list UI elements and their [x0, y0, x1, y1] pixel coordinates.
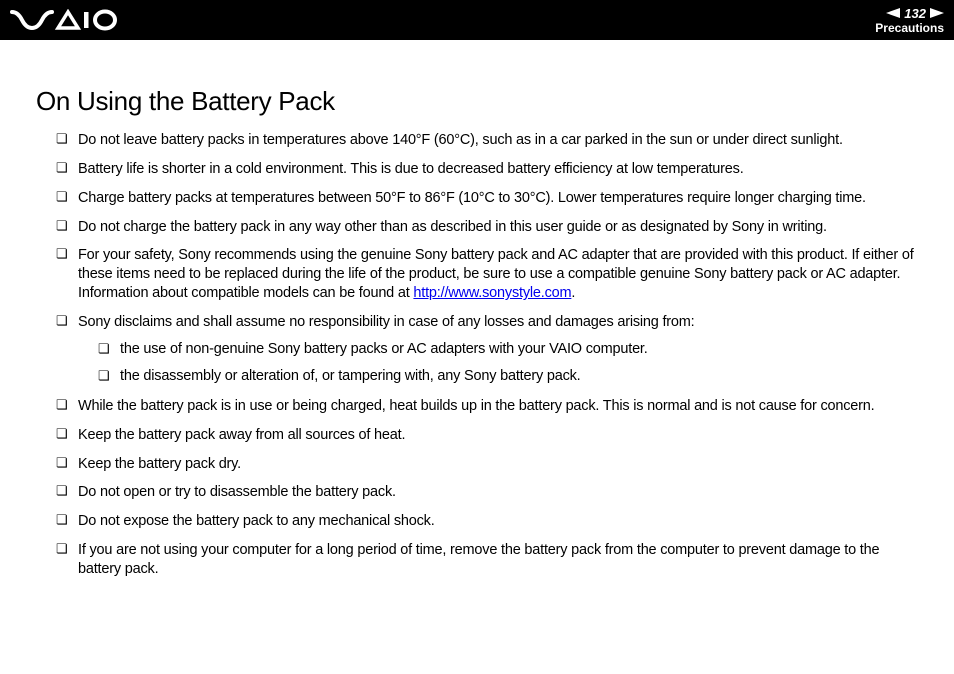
list-item: If you are not using your computer for a… — [56, 541, 918, 579]
list-item: Charge battery packs at temperatures bet… — [56, 189, 918, 208]
list-item: Keep the battery pack dry. — [56, 455, 918, 474]
item-text-post: . — [571, 285, 575, 301]
sonystyle-link[interactable]: http://www.sonystyle.com — [413, 285, 571, 301]
page-number: 132 — [904, 6, 926, 21]
list-item: Sony disclaims and shall assume no respo… — [56, 313, 918, 387]
header-bar: 132 Precautions — [0, 0, 954, 40]
sub-list-item: the disassembly or alteration of, or tam… — [98, 367, 918, 387]
content: On Using the Battery Pack Do not leave b… — [0, 40, 954, 609]
page-title: On Using the Battery Pack — [36, 86, 918, 117]
list-item: While the battery pack is in use or bein… — [56, 397, 918, 416]
list-item: Do not expose the battery pack to any me… — [56, 512, 918, 531]
list-item: Keep the battery pack away from all sour… — [56, 426, 918, 445]
list-item: Do not leave battery packs in temperatur… — [56, 131, 918, 150]
prev-page-icon[interactable] — [886, 8, 900, 18]
list-item: Battery life is shorter in a cold enviro… — [56, 160, 918, 179]
list-item: Do not open or try to disassemble the ba… — [56, 483, 918, 502]
sub-list: the use of non-genuine Sony battery pack… — [78, 340, 918, 387]
vaio-logo — [10, 9, 120, 31]
section-name: Precautions — [875, 21, 944, 35]
next-page-icon[interactable] — [930, 8, 944, 18]
page-nav: 132 — [886, 6, 944, 21]
precaution-list: Do not leave battery packs in temperatur… — [36, 131, 918, 579]
header-right: 132 Precautions — [875, 6, 944, 35]
item-text: Sony disclaims and shall assume no respo… — [78, 314, 695, 330]
list-item: For your safety, Sony recommends using t… — [56, 246, 918, 303]
list-item: Do not charge the battery pack in any wa… — [56, 218, 918, 237]
sub-list-item: the use of non-genuine Sony battery pack… — [98, 340, 918, 360]
